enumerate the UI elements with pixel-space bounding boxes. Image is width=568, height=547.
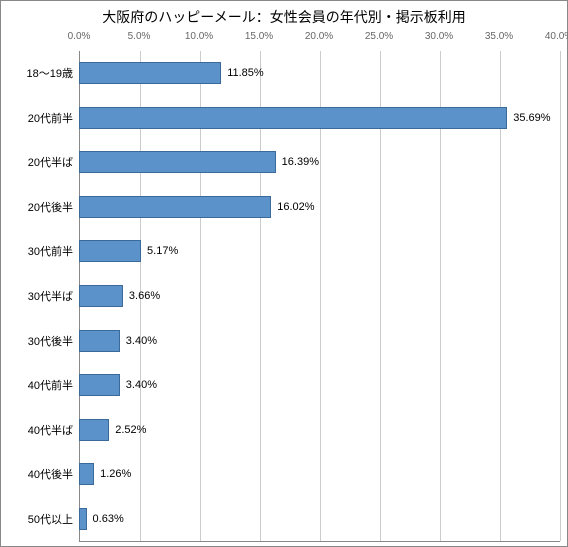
bar [79, 196, 271, 218]
y-tick-label: 40代半ば [28, 422, 73, 438]
bar [79, 240, 141, 262]
bar [79, 330, 120, 352]
bar-value-label: 16.02% [277, 201, 314, 213]
bar [79, 285, 123, 307]
y-tick-label: 40代前半 [28, 377, 73, 393]
y-tick-label: 20代半ば [28, 154, 73, 170]
bar-value-label: 2.52% [115, 424, 146, 436]
bar-value-label: 11.85% [227, 67, 264, 79]
x-tick-label: 20.0% [305, 31, 333, 42]
chart-title: 大阪府のハッピーメール：女性会員の年代別・掲示板利用 [1, 7, 567, 27]
x-tick-label: 15.0% [245, 31, 273, 42]
y-tick-label: 20代後半 [28, 199, 73, 215]
x-tick-label: 35.0% [485, 31, 513, 42]
bar-value-label: 3.40% [126, 335, 157, 347]
y-tick-label: 30代半ば [28, 288, 73, 304]
bar [79, 374, 120, 396]
x-tick-label: 10.0% [185, 31, 213, 42]
bar-value-label: 16.39% [282, 156, 319, 168]
y-tick-label: 18～19歳 [27, 65, 73, 81]
bar [79, 419, 109, 441]
y-tick-label: 40代後半 [28, 466, 73, 482]
bar [79, 62, 221, 84]
y-tick-label: 30代後半 [28, 333, 73, 349]
x-tick-label: 5.0% [128, 31, 151, 42]
x-gridline [560, 51, 561, 541]
bar-value-label: 1.26% [100, 468, 131, 480]
y-tick-label: 20代前半 [28, 110, 73, 126]
bar-value-label: 35.69% [513, 112, 550, 124]
y-tick-label: 50代以上 [28, 511, 73, 527]
x-tick-label: 30.0% [425, 31, 453, 42]
bar [79, 151, 276, 173]
y-tick-label: 30代前半 [28, 243, 73, 259]
bar-value-label: 0.63% [93, 513, 124, 525]
x-tick-label: 25.0% [365, 31, 393, 42]
bar [79, 508, 87, 530]
bar-value-label: 5.17% [147, 245, 178, 257]
bar-value-label: 3.40% [126, 379, 157, 391]
x-tick-label: 0.0% [68, 31, 91, 42]
bar [79, 107, 507, 129]
chart-container: 大阪府のハッピーメール：女性会員の年代別・掲示板利用 0.0% 5.0% 10.0%… [0, 0, 568, 547]
bar [79, 463, 94, 485]
bar-value-label: 3.66% [129, 290, 160, 302]
x-tick-label: 40.0% [545, 31, 568, 42]
